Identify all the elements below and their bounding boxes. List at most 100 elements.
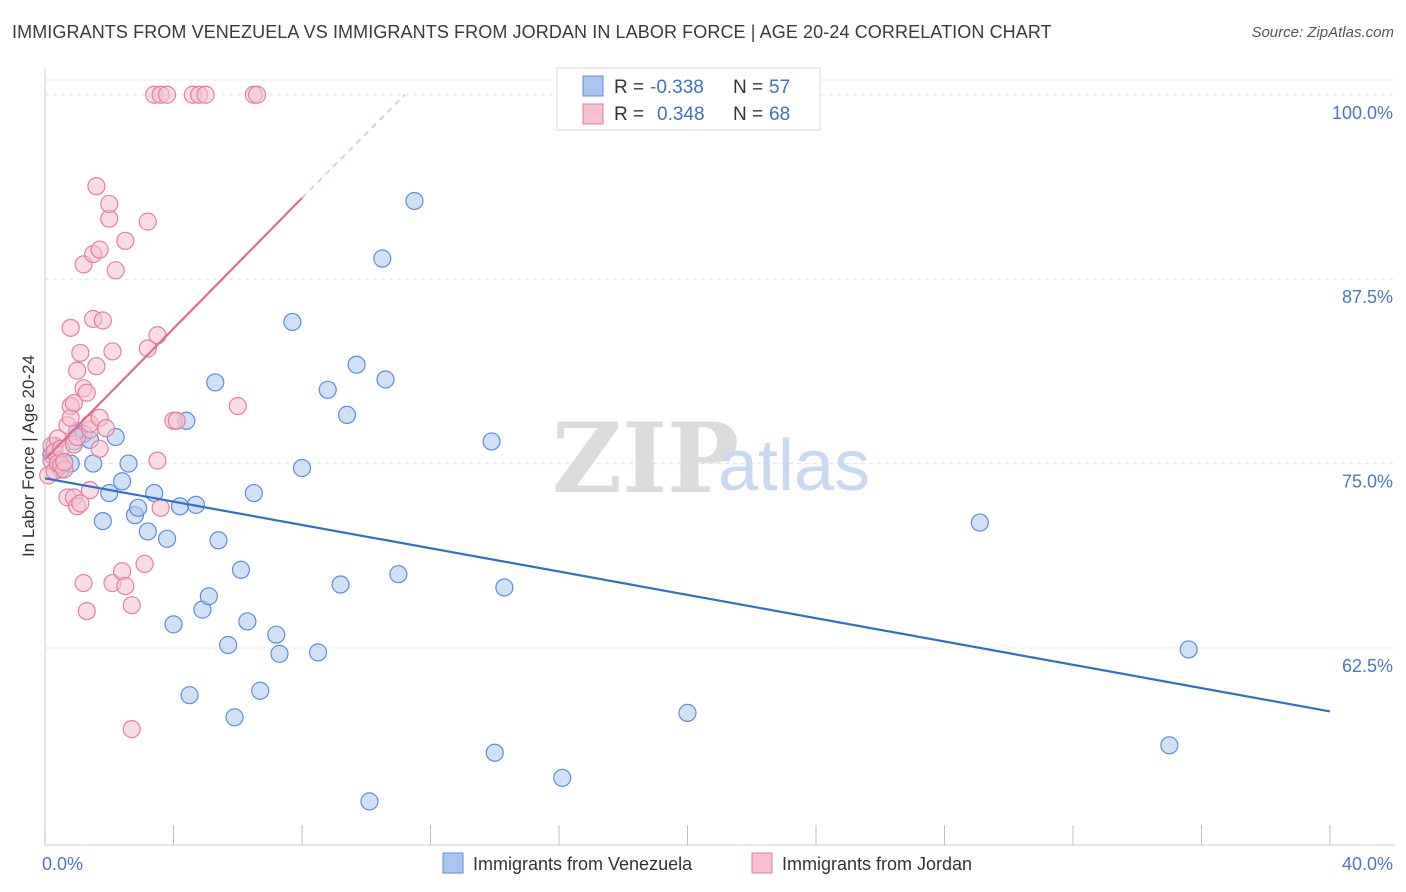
venezuela-point-50 bbox=[482, 432, 501, 451]
jordan-point-49 bbox=[122, 596, 141, 615]
jordan-point-42 bbox=[100, 194, 119, 214]
watermark: ZIP atlas bbox=[552, 402, 870, 515]
venezuela-point-43 bbox=[337, 405, 357, 424]
grid-lines bbox=[45, 79, 1395, 649]
venezuela-point-42 bbox=[331, 575, 350, 594]
venezuela-point-18 bbox=[138, 522, 157, 541]
x-tick-labels: 0.0% 40.0% bbox=[42, 854, 1393, 874]
jordan-point-35 bbox=[87, 177, 106, 196]
legend-n-value-jordan: 68 bbox=[769, 104, 790, 125]
jordan-point-15 bbox=[61, 408, 80, 427]
legend-swatch-jordan bbox=[582, 103, 604, 125]
jordan-point-39 bbox=[93, 311, 112, 330]
venezuela-point-53 bbox=[553, 768, 572, 787]
venezuela-point-24 bbox=[180, 686, 199, 705]
y-tick-label-1: 75.0% bbox=[1342, 472, 1393, 492]
venezuela-point-28 bbox=[206, 373, 225, 392]
jordan-point-54 bbox=[148, 326, 167, 345]
series-jordan-points bbox=[39, 85, 267, 739]
venezuela-point-41 bbox=[318, 380, 337, 399]
axes bbox=[44, 68, 1395, 846]
y-axis-label: In Labor Force | Age 20-24 bbox=[19, 355, 38, 557]
jordan-point-55 bbox=[148, 451, 167, 470]
jordan-point-53 bbox=[138, 339, 157, 358]
venezuela-point-38 bbox=[283, 312, 302, 332]
jordan-point-65 bbox=[228, 396, 247, 416]
legend-n-label-jordan: N = bbox=[733, 104, 763, 125]
x-tick-label-0: 0.0% bbox=[42, 854, 83, 874]
venezuela-point-57 bbox=[1160, 736, 1179, 755]
jordan-point-64 bbox=[196, 85, 215, 104]
venezuela-point-22 bbox=[170, 497, 190, 516]
bottom-legend-swatch-jordan bbox=[751, 852, 773, 874]
venezuela-point-40 bbox=[308, 643, 328, 662]
venezuela-point-27 bbox=[199, 587, 218, 606]
venezuela-point-32 bbox=[231, 560, 251, 579]
jordan-point-67 bbox=[247, 85, 267, 104]
venezuela-point-21 bbox=[164, 615, 183, 634]
y-tick-label-0: 62.5% bbox=[1342, 656, 1393, 676]
watermark-zip: ZIP bbox=[552, 402, 739, 515]
jordan-point-28 bbox=[77, 383, 96, 402]
venezuela-point-30 bbox=[219, 635, 238, 655]
venezuela-point-36 bbox=[267, 625, 286, 644]
venezuela-point-33 bbox=[238, 612, 257, 631]
trend-lines bbox=[44, 94, 1331, 713]
venezuela-point-44 bbox=[347, 355, 366, 374]
venezuela-point-47 bbox=[376, 370, 395, 389]
legend-r-value-jordan: 0.348 bbox=[657, 104, 705, 125]
jordan-point-22 bbox=[71, 343, 90, 363]
jordan-point-46 bbox=[112, 562, 132, 581]
jordan-point-40 bbox=[96, 419, 116, 438]
bottom-legend-swatch-venezuela bbox=[442, 852, 464, 874]
jordan-point-56 bbox=[151, 498, 170, 517]
trend-line-jordan bbox=[44, 197, 303, 460]
bottom-legend-label-jordan: Immigrants from Jordan bbox=[782, 854, 972, 874]
jordan-point-10 bbox=[55, 452, 74, 472]
venezuela-point-45 bbox=[360, 792, 379, 811]
jordan-point-43 bbox=[103, 342, 122, 361]
venezuela-point-48 bbox=[389, 565, 408, 584]
jordan-point-21 bbox=[68, 361, 87, 380]
venezuela-point-17 bbox=[129, 498, 148, 517]
jordan-point-61 bbox=[167, 411, 186, 430]
venezuela-point-31 bbox=[225, 708, 244, 727]
jordan-point-45 bbox=[106, 261, 125, 280]
venezuela-point-11 bbox=[93, 511, 112, 531]
venezuela-point-55 bbox=[970, 513, 989, 532]
legend-r-value-venezuela: -0.338 bbox=[650, 77, 704, 98]
venezuela-point-46 bbox=[373, 249, 392, 268]
jordan-point-36 bbox=[90, 240, 109, 259]
legend-swatch-venezuela bbox=[582, 75, 604, 97]
jordan-point-59 bbox=[157, 85, 177, 104]
venezuela-point-15 bbox=[119, 454, 138, 473]
x-tick-label-1: 40.0% bbox=[1342, 854, 1393, 874]
legend-n-value-venezuela: 57 bbox=[769, 77, 790, 98]
trend-line-venezuela bbox=[44, 477, 1331, 713]
chart-source: Source: ZipAtlas.com bbox=[1251, 24, 1394, 41]
jordan-point-23 bbox=[71, 494, 90, 513]
venezuela-point-34 bbox=[244, 483, 263, 503]
jordan-point-51 bbox=[135, 554, 154, 573]
chart-title: IMMIGRANTS FROM VENEZUELA VS IMMIGRANTS … bbox=[12, 22, 1052, 42]
bottom-legend-label-venezuela: Immigrants from Venezuela bbox=[473, 854, 693, 874]
legend-n-label-venezuela: N = bbox=[733, 77, 763, 98]
legend-r-label-venezuela: R = bbox=[614, 77, 644, 98]
jordan-point-24 bbox=[74, 573, 93, 593]
venezuela-point-14 bbox=[112, 472, 132, 491]
y-tick-label-2: 87.5% bbox=[1342, 287, 1393, 307]
trend-line-jordan-extension bbox=[301, 94, 406, 199]
jordan-point-27 bbox=[77, 601, 96, 621]
venezuela-point-39 bbox=[292, 458, 312, 478]
venezuela-point-49 bbox=[405, 191, 424, 211]
y-tick-labels: 62.5% 75.0% 87.5% 100.0% bbox=[1332, 103, 1393, 676]
jordan-point-18 bbox=[64, 393, 84, 413]
jordan-point-37 bbox=[90, 439, 109, 458]
venezuela-point-51 bbox=[485, 743, 504, 762]
y-tick-label-3: 100.0% bbox=[1332, 103, 1393, 123]
jordan-point-14 bbox=[61, 318, 80, 337]
venezuela-point-35 bbox=[251, 681, 270, 700]
legend-r-label-jordan: R = bbox=[614, 104, 644, 125]
venezuela-point-56 bbox=[1179, 640, 1198, 659]
